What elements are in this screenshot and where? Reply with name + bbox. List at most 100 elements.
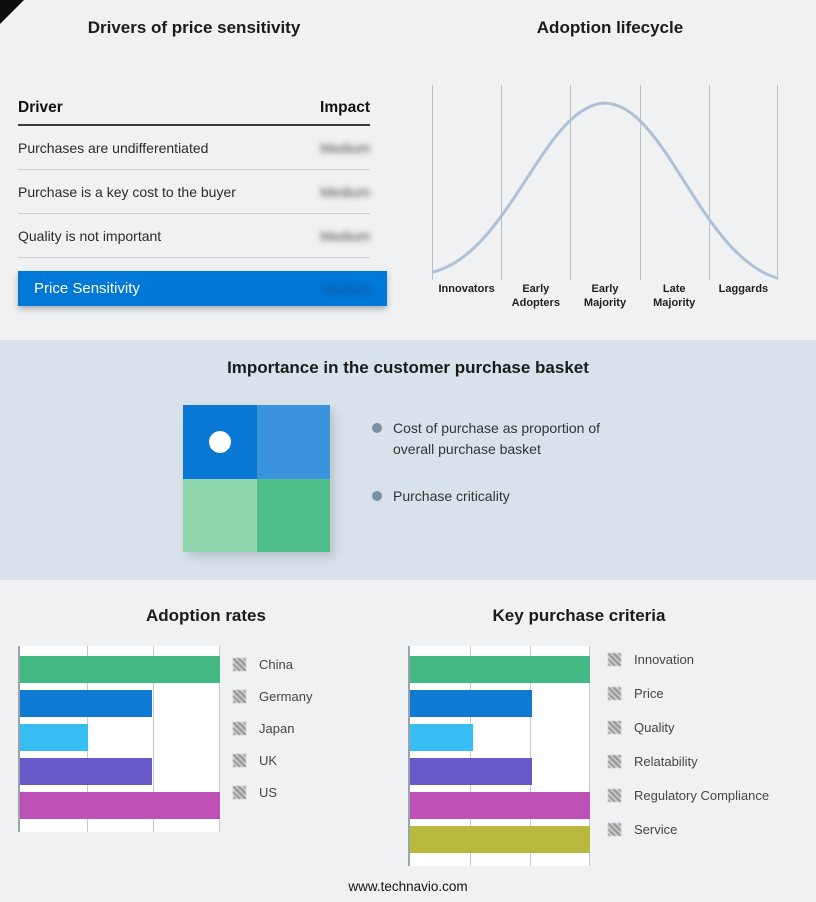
legend-item-relatability: Relatability [608, 744, 769, 778]
bar-innovation [410, 655, 590, 683]
bar-row-uk [20, 754, 220, 788]
legend-label: US [259, 784, 278, 800]
driver-cell: Quality is not important [18, 227, 162, 244]
legend-label: Innovation [634, 651, 694, 667]
lifecycle-gridline [432, 85, 433, 280]
price-sensitivity-impact-blurred: Medium [321, 280, 371, 297]
bar-relatability [410, 757, 533, 785]
legend-swatch-icon [608, 686, 621, 700]
legend-item-regulatory-compliance: Regulatory Compliance [608, 778, 769, 812]
drivers-table-header: Driver Impact [18, 88, 370, 126]
corner-fold-decoration [0, 0, 24, 24]
legend-swatch-icon [233, 657, 246, 671]
bullet-icon [372, 423, 382, 433]
chart-gridline [469, 646, 471, 866]
stage-label-laggards: Laggards [718, 283, 769, 295]
legend-item-germany: Germany [233, 680, 312, 712]
adoption-lifecycle-panel: Adoption lifecycle Innovators Early Adopt… [420, 10, 800, 330]
driver-cell: Purchase is a key cost to the buyer [18, 183, 236, 200]
drivers-title: Drivers of price sensitivity [87, 18, 301, 37]
legend-item-china: China [233, 648, 312, 680]
adoption-rates-bars [20, 652, 220, 822]
legend-item-japan: Japan [233, 712, 312, 744]
table-row: Purchase is a key cost to the buyer Medi… [18, 170, 370, 214]
top-section: Drivers of price sensitivity Driver Impa… [0, 0, 816, 340]
bar-row-price [410, 686, 590, 720]
drivers-panel: Drivers of price sensitivity Driver Impa… [18, 10, 387, 306]
legend-swatch-icon [608, 754, 621, 768]
driver-cell: Purchases are undifferentiated [18, 139, 209, 156]
bar-china [20, 655, 220, 683]
legend-swatch-icon [233, 721, 246, 735]
bar-japan [20, 723, 88, 751]
bullet-item: Purchase criticality [372, 486, 640, 507]
bullet-icon [372, 491, 382, 501]
adoption-rates-chart [18, 646, 220, 832]
chart-gridline [589, 646, 590, 866]
legend-item-price: Price [608, 676, 769, 710]
legend-label: Price [634, 685, 664, 701]
legend-item-service: Service [608, 812, 769, 846]
purchase-basket-section: Importance in the customer purchase bask… [0, 340, 816, 580]
lifecycle-gridline [639, 85, 641, 280]
stage-label-innovators: Innovators [438, 283, 495, 295]
legend-label: Germany [259, 688, 313, 704]
legend-swatch-icon [608, 720, 621, 734]
drivers-table: Driver Impact Purchases are undifferenti… [18, 88, 387, 306]
legend-swatch-icon [233, 785, 246, 799]
website-url: www.technavio.com [348, 879, 468, 894]
lifecycle-stage-labels: Innovators Early Adopters Early Majority La… [432, 282, 778, 311]
bar-row-regulatory-compliance [410, 788, 590, 822]
lifecycle-gridline [570, 85, 572, 280]
legend-label: Relatability [634, 753, 698, 769]
impact-cell-blurred: Medium [320, 183, 370, 200]
lifecycle-gridline [708, 85, 710, 280]
bar-row-innovation [410, 652, 590, 686]
legend-label: Quality [634, 719, 675, 735]
quadrant-top-right [256, 405, 330, 479]
bar-quality [410, 723, 473, 751]
bullet-item: Cost of purchase as proportion of overal… [372, 418, 640, 460]
purchase-basket-title: Importance in the customer purchase bask… [227, 358, 589, 377]
purchase-basket-bullets: Cost of purchase as proportion of overal… [372, 418, 640, 507]
key-purchase-criteria-legend: Innovation Price Quality Relatability Regula… [608, 642, 769, 846]
chart-gridline [153, 646, 155, 832]
lifecycle-chart [431, 85, 779, 280]
bar-service [410, 825, 590, 853]
purchase-basket-quadrant-graphic [183, 405, 330, 552]
impact-cell-blurred: Medium [320, 139, 370, 156]
key-purchase-criteria-bars [410, 652, 590, 856]
legend-label: UK [259, 752, 278, 768]
bullet-text: Purchase criticality [393, 488, 510, 504]
bar-row-china [20, 652, 220, 686]
bar-regulatory-compliance [410, 791, 590, 819]
legend-swatch-icon [233, 753, 246, 767]
bar-germany [20, 689, 152, 717]
bar-price [410, 689, 533, 717]
bottom-charts-section: Adoption rates Key purchase criteria Chi… [0, 580, 816, 902]
stage-label-early-adopters: Early Adopters [511, 283, 560, 310]
bar-row-relatability [410, 754, 590, 788]
table-row: Quality is not important Medium [18, 214, 370, 258]
stage-label-early-majority: Early Majority [583, 283, 627, 310]
lifecycle-curve [431, 101, 779, 280]
impact-cell-blurred: Medium [320, 227, 370, 244]
column-header-driver: Driver [18, 99, 63, 116]
lifecycle-title: Adoption lifecycle [536, 18, 684, 37]
legend-item-innovation: Innovation [608, 642, 769, 676]
quadrant-bottom-right [256, 478, 330, 552]
bar-row-japan [20, 720, 220, 754]
legend-swatch-icon [608, 788, 621, 802]
legend-label: China [259, 656, 293, 672]
legend-label: Japan [259, 720, 295, 736]
price-sensitivity-label: Price Sensitivity [34, 280, 140, 297]
legend-swatch-icon [608, 822, 621, 836]
lifecycle-curve-path [431, 101, 779, 280]
lifecycle-gridline [777, 85, 778, 280]
legend-label: Service [634, 821, 678, 837]
adoption-rates-legend: China Germany Japan UK US [233, 648, 312, 808]
bar-row-quality [410, 720, 590, 754]
chart-gridline [219, 646, 220, 832]
adoption-rates-title: Adoption rates [146, 606, 266, 625]
quadrant-top-left [183, 405, 257, 479]
